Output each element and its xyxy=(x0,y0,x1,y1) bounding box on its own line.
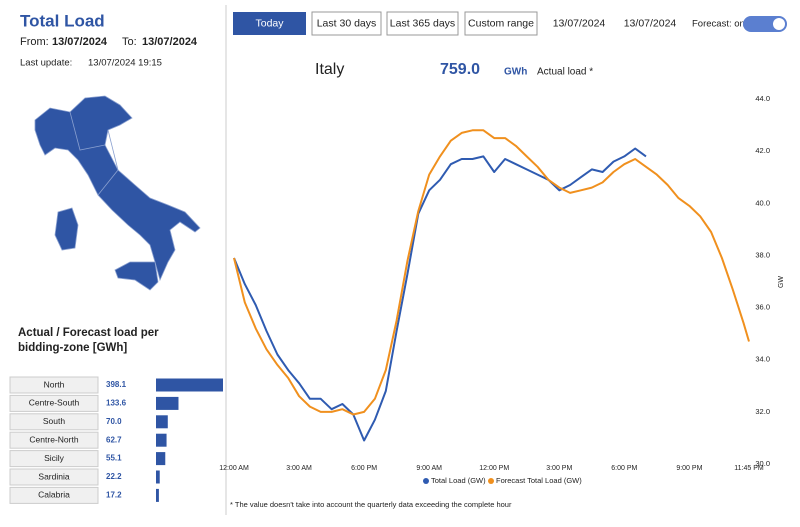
total-value: 759.0 xyxy=(440,61,480,78)
y-tick-label: 34.0 xyxy=(755,355,770,364)
x-tick-label: 3:00 AM xyxy=(286,465,312,472)
date-from[interactable]: 13/07/2024 xyxy=(553,17,606,29)
zones-title-box: Actual / Forecast load per bidding-zone … xyxy=(18,327,159,354)
mainland[interactable] xyxy=(34,95,201,282)
button[interactable]: Custom range xyxy=(468,17,534,29)
total-unit: GWh xyxy=(504,67,527,78)
zone-name: Centre-South xyxy=(29,398,80,408)
zone-bar xyxy=(156,378,223,392)
date-to[interactable]: 13/07/2024 xyxy=(624,17,677,29)
zone-value: 62.7 xyxy=(106,435,122,444)
y-tick-label: 42.0 xyxy=(755,146,770,155)
y-tick-label: 36.0 xyxy=(755,303,770,312)
zone-bar xyxy=(156,396,179,410)
zone-bar xyxy=(156,470,160,484)
zone-name: North xyxy=(44,379,65,389)
zone-name: Sardinia xyxy=(38,471,69,481)
sardinia[interactable] xyxy=(54,207,79,251)
x-tick-label: 3:00 PM xyxy=(546,465,572,472)
from-label: From: xyxy=(20,36,49,48)
footnote: * The value doesn't take into account th… xyxy=(230,500,512,509)
y-axis-label: GW xyxy=(778,276,785,288)
zone-cell xyxy=(9,376,99,394)
x-tick-label: 12:00 PM xyxy=(479,465,509,472)
from-date: 13/07/2024 xyxy=(52,36,108,48)
to-date: 13/07/2024 xyxy=(142,36,198,48)
legend-swatch xyxy=(488,478,494,484)
zone-name: Centre-North xyxy=(29,434,78,444)
zone-value: 17.2 xyxy=(106,491,122,500)
button-bg[interactable] xyxy=(233,12,306,35)
button-bg[interactable] xyxy=(464,11,538,36)
x-tick-label: 11:45 PM xyxy=(734,465,764,472)
zone-border xyxy=(69,111,106,151)
zone-bar xyxy=(156,415,168,429)
zone-cell xyxy=(9,468,99,486)
zone-cell xyxy=(9,431,99,449)
toolbar: Today Last 30 days Last 365 days Custom … xyxy=(233,11,787,36)
zone-bar xyxy=(156,433,167,447)
zone-value: 55.1 xyxy=(106,454,122,463)
zone-value: 70.0 xyxy=(106,417,122,426)
x-tick-label: 12:00 AM xyxy=(219,465,249,472)
zone-cell xyxy=(9,413,99,431)
italy-map xyxy=(34,95,201,291)
y-tick-label: 44.0 xyxy=(755,94,770,103)
y-tick-label: 32.0 xyxy=(755,407,770,416)
update-label: Last update: xyxy=(20,58,72,69)
button-bg[interactable] xyxy=(311,11,382,36)
series-line xyxy=(233,129,750,416)
button-bg[interactable] xyxy=(386,11,459,36)
zone-bar xyxy=(156,488,159,502)
zones-table: North 398.1 Centre-South 133.6 South 70.0 Cent… xyxy=(9,376,223,504)
zone-name: Sicily xyxy=(44,453,65,463)
zone-value: 398.1 xyxy=(106,380,127,389)
toggle-knob[interactable] xyxy=(773,18,785,30)
y-tick-label: 30.0 xyxy=(755,459,770,468)
line-chart: 30.0 32.0 34.0 36.0 38.0 40.0 42.0 44.0 12:00 AM… xyxy=(219,94,770,485)
zone-cell xyxy=(9,450,99,468)
x-tick-label: 9:00 PM xyxy=(676,465,702,472)
zone-value: 22.2 xyxy=(106,472,122,481)
forecast-label: Forecast: on xyxy=(692,19,745,30)
title: Total Load xyxy=(20,11,105,30)
zones-title: Actual / Forecast load per bidding-zone … xyxy=(18,327,159,354)
button[interactable]: Today xyxy=(255,17,284,29)
zone-border xyxy=(97,129,119,196)
total-label: Actual load * xyxy=(537,67,593,78)
legend-label: Total Load (GW) xyxy=(431,476,486,485)
legend-swatch xyxy=(423,478,429,484)
button[interactable]: Last 365 days xyxy=(390,17,455,29)
to-label: To: xyxy=(122,36,137,48)
y-tick-label: 38.0 xyxy=(755,250,770,259)
zone-name: South xyxy=(43,416,65,426)
zone-cell xyxy=(9,394,99,412)
y-tick-label: 40.0 xyxy=(755,198,770,207)
region: Italy xyxy=(315,61,344,78)
legend-label: Forecast Total Load (GW) xyxy=(496,476,582,485)
zone-bar xyxy=(156,452,166,466)
x-tick-label: 6:00 PM xyxy=(611,465,637,472)
zone-value: 133.6 xyxy=(106,399,127,408)
sicily[interactable] xyxy=(114,261,159,291)
button[interactable]: Last 30 days xyxy=(317,17,377,29)
series-line xyxy=(233,147,647,442)
zone-name: Calabria xyxy=(38,490,70,500)
x-tick-label: 6:00 PM xyxy=(351,465,377,472)
x-tick-label: 9:00 AM xyxy=(416,465,442,472)
zone-cell xyxy=(9,486,99,504)
update-time: 13/07/2024 19:15 xyxy=(88,58,162,69)
